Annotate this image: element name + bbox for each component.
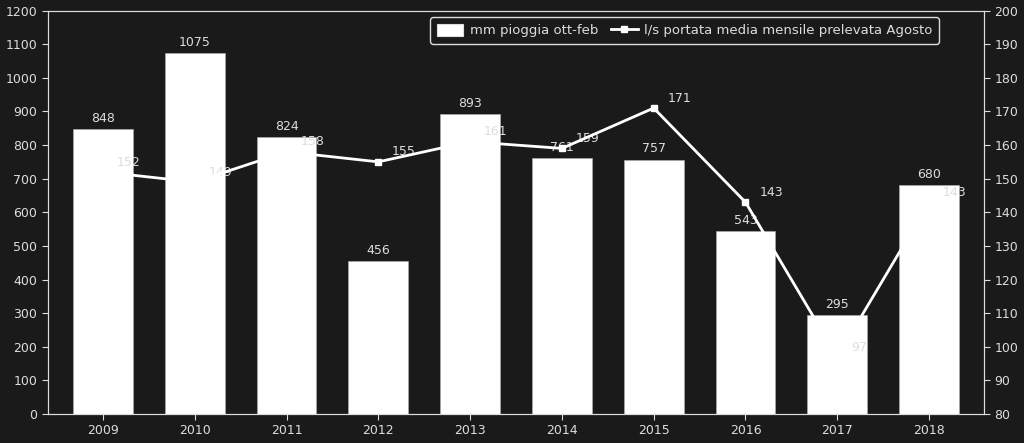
Bar [73,129,133,414]
Bar [348,261,409,414]
Text: 97: 97 [851,341,867,354]
Text: 757: 757 [642,143,666,155]
Text: 893: 893 [458,97,482,110]
Text: 155: 155 [392,145,416,159]
Text: 680: 680 [918,168,941,181]
Bar [899,185,958,414]
Bar [440,114,500,414]
Text: 761: 761 [550,141,573,154]
Text: 143: 143 [759,186,783,199]
Text: 161: 161 [484,125,508,138]
Bar [165,53,224,414]
Text: 158: 158 [300,136,325,148]
Text: 159: 159 [575,132,599,145]
Text: 295: 295 [825,298,849,311]
Text: 824: 824 [274,120,298,133]
Text: 171: 171 [668,92,691,105]
Text: 152: 152 [117,155,140,169]
Text: 456: 456 [367,244,390,256]
Bar [624,159,684,414]
Bar [257,137,316,414]
Text: 543: 543 [733,214,758,227]
Text: 143: 143 [943,186,967,199]
Text: 149: 149 [209,166,232,179]
Legend: mm pioggia ott-feb, l/s portata media mensile prelevata Agosto: mm pioggia ott-feb, l/s portata media me… [430,17,939,44]
Text: 848: 848 [91,112,115,125]
Bar [532,158,592,414]
Text: 1075: 1075 [179,35,211,49]
Bar [716,231,775,414]
Bar [808,315,867,414]
